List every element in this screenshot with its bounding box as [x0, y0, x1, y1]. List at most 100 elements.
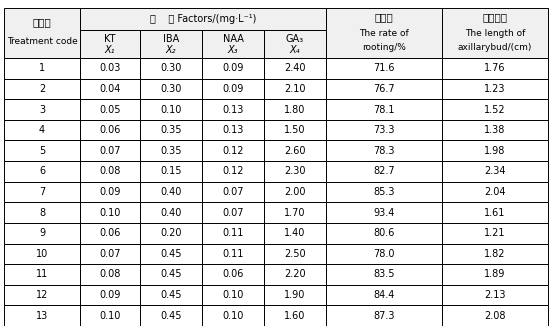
- Bar: [442, 244, 548, 264]
- Text: 0.07: 0.07: [222, 187, 244, 197]
- Bar: [4, 141, 80, 161]
- Bar: [202, 30, 264, 58]
- Text: 73.3: 73.3: [373, 125, 395, 135]
- Bar: [202, 79, 264, 99]
- Text: 2.00: 2.00: [284, 187, 306, 197]
- Bar: [202, 99, 264, 120]
- Bar: [80, 79, 140, 99]
- Text: 9: 9: [39, 228, 45, 238]
- Bar: [202, 264, 264, 285]
- Bar: [264, 30, 326, 58]
- Bar: [326, 202, 442, 223]
- Text: 0.30: 0.30: [160, 63, 182, 73]
- Bar: [442, 264, 548, 285]
- Bar: [264, 285, 326, 305]
- Text: 2.20: 2.20: [284, 270, 306, 279]
- Bar: [326, 182, 442, 202]
- Bar: [326, 58, 442, 79]
- Bar: [4, 202, 80, 223]
- Bar: [4, 305, 80, 326]
- Text: 78.3: 78.3: [373, 146, 395, 156]
- Bar: [326, 223, 442, 244]
- Text: 腌芽长度: 腌芽长度: [482, 12, 507, 22]
- Text: 0.10: 0.10: [222, 311, 243, 321]
- Bar: [326, 99, 442, 120]
- Text: 0.10: 0.10: [160, 105, 182, 114]
- Text: 0.35: 0.35: [160, 146, 182, 156]
- Text: 87.3: 87.3: [373, 311, 395, 321]
- Text: 0.07: 0.07: [222, 208, 244, 218]
- Text: 2.30: 2.30: [284, 166, 306, 176]
- Text: 0.13: 0.13: [222, 105, 243, 114]
- Bar: [264, 99, 326, 120]
- Bar: [80, 120, 140, 141]
- Text: 0.12: 0.12: [222, 166, 244, 176]
- Bar: [264, 202, 326, 223]
- Text: X₂: X₂: [166, 45, 176, 55]
- Text: 0.45: 0.45: [160, 249, 182, 259]
- Text: 0.10: 0.10: [99, 208, 121, 218]
- Text: 83.5: 83.5: [373, 270, 395, 279]
- Text: 0.45: 0.45: [160, 290, 182, 300]
- Text: 因    素 Factors/(mg·L⁻¹): 因 素 Factors/(mg·L⁻¹): [150, 14, 256, 24]
- Bar: [80, 182, 140, 202]
- Text: 0.06: 0.06: [99, 125, 121, 135]
- Bar: [442, 120, 548, 141]
- Text: 2.34: 2.34: [484, 166, 506, 176]
- Bar: [4, 244, 80, 264]
- Bar: [326, 141, 442, 161]
- Bar: [4, 264, 80, 285]
- Text: 0.09: 0.09: [222, 63, 243, 73]
- Text: 80.6: 80.6: [373, 228, 395, 238]
- Bar: [264, 79, 326, 99]
- Bar: [264, 223, 326, 244]
- Bar: [264, 141, 326, 161]
- Text: 0.10: 0.10: [99, 311, 121, 321]
- Bar: [4, 161, 80, 182]
- Text: NAA: NAA: [222, 34, 243, 44]
- Bar: [4, 79, 80, 99]
- Text: 2.08: 2.08: [484, 311, 506, 321]
- Bar: [140, 120, 202, 141]
- Text: 12: 12: [36, 290, 48, 300]
- Text: 0.07: 0.07: [99, 146, 121, 156]
- Text: 2.50: 2.50: [284, 249, 306, 259]
- Text: 0.40: 0.40: [160, 208, 182, 218]
- Bar: [4, 99, 80, 120]
- Text: 8: 8: [39, 208, 45, 218]
- Text: 2.10: 2.10: [284, 84, 306, 94]
- Text: 1.90: 1.90: [284, 290, 306, 300]
- Text: 1.89: 1.89: [484, 270, 506, 279]
- Text: The rate of: The rate of: [359, 29, 409, 38]
- Bar: [80, 202, 140, 223]
- Text: 1.21: 1.21: [484, 228, 506, 238]
- Text: KT: KT: [104, 34, 116, 44]
- Bar: [442, 8, 548, 58]
- Bar: [202, 244, 264, 264]
- Bar: [140, 141, 202, 161]
- Text: 0.45: 0.45: [160, 270, 182, 279]
- Text: 生根率: 生根率: [375, 12, 394, 22]
- Text: 0.30: 0.30: [160, 84, 182, 94]
- Bar: [326, 120, 442, 141]
- Text: 1.50: 1.50: [284, 125, 306, 135]
- Bar: [264, 120, 326, 141]
- Bar: [80, 141, 140, 161]
- Bar: [264, 161, 326, 182]
- Text: 1.80: 1.80: [284, 105, 306, 114]
- Text: 2: 2: [39, 84, 45, 94]
- Bar: [4, 285, 80, 305]
- Text: 76.7: 76.7: [373, 84, 395, 94]
- Text: 2.40: 2.40: [284, 63, 306, 73]
- Bar: [326, 8, 442, 58]
- Bar: [326, 161, 442, 182]
- Bar: [202, 285, 264, 305]
- Text: 4: 4: [39, 125, 45, 135]
- Text: 0.06: 0.06: [99, 228, 121, 238]
- Bar: [140, 99, 202, 120]
- Bar: [442, 223, 548, 244]
- Bar: [264, 305, 326, 326]
- Bar: [140, 58, 202, 79]
- Bar: [140, 30, 202, 58]
- Bar: [4, 223, 80, 244]
